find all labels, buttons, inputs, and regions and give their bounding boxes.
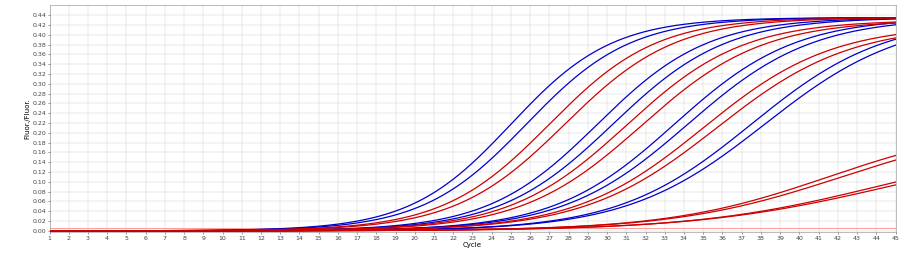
X-axis label: Cycle: Cycle	[463, 242, 482, 248]
Y-axis label: Fluor./Fluor.: Fluor./Fluor.	[25, 98, 31, 139]
